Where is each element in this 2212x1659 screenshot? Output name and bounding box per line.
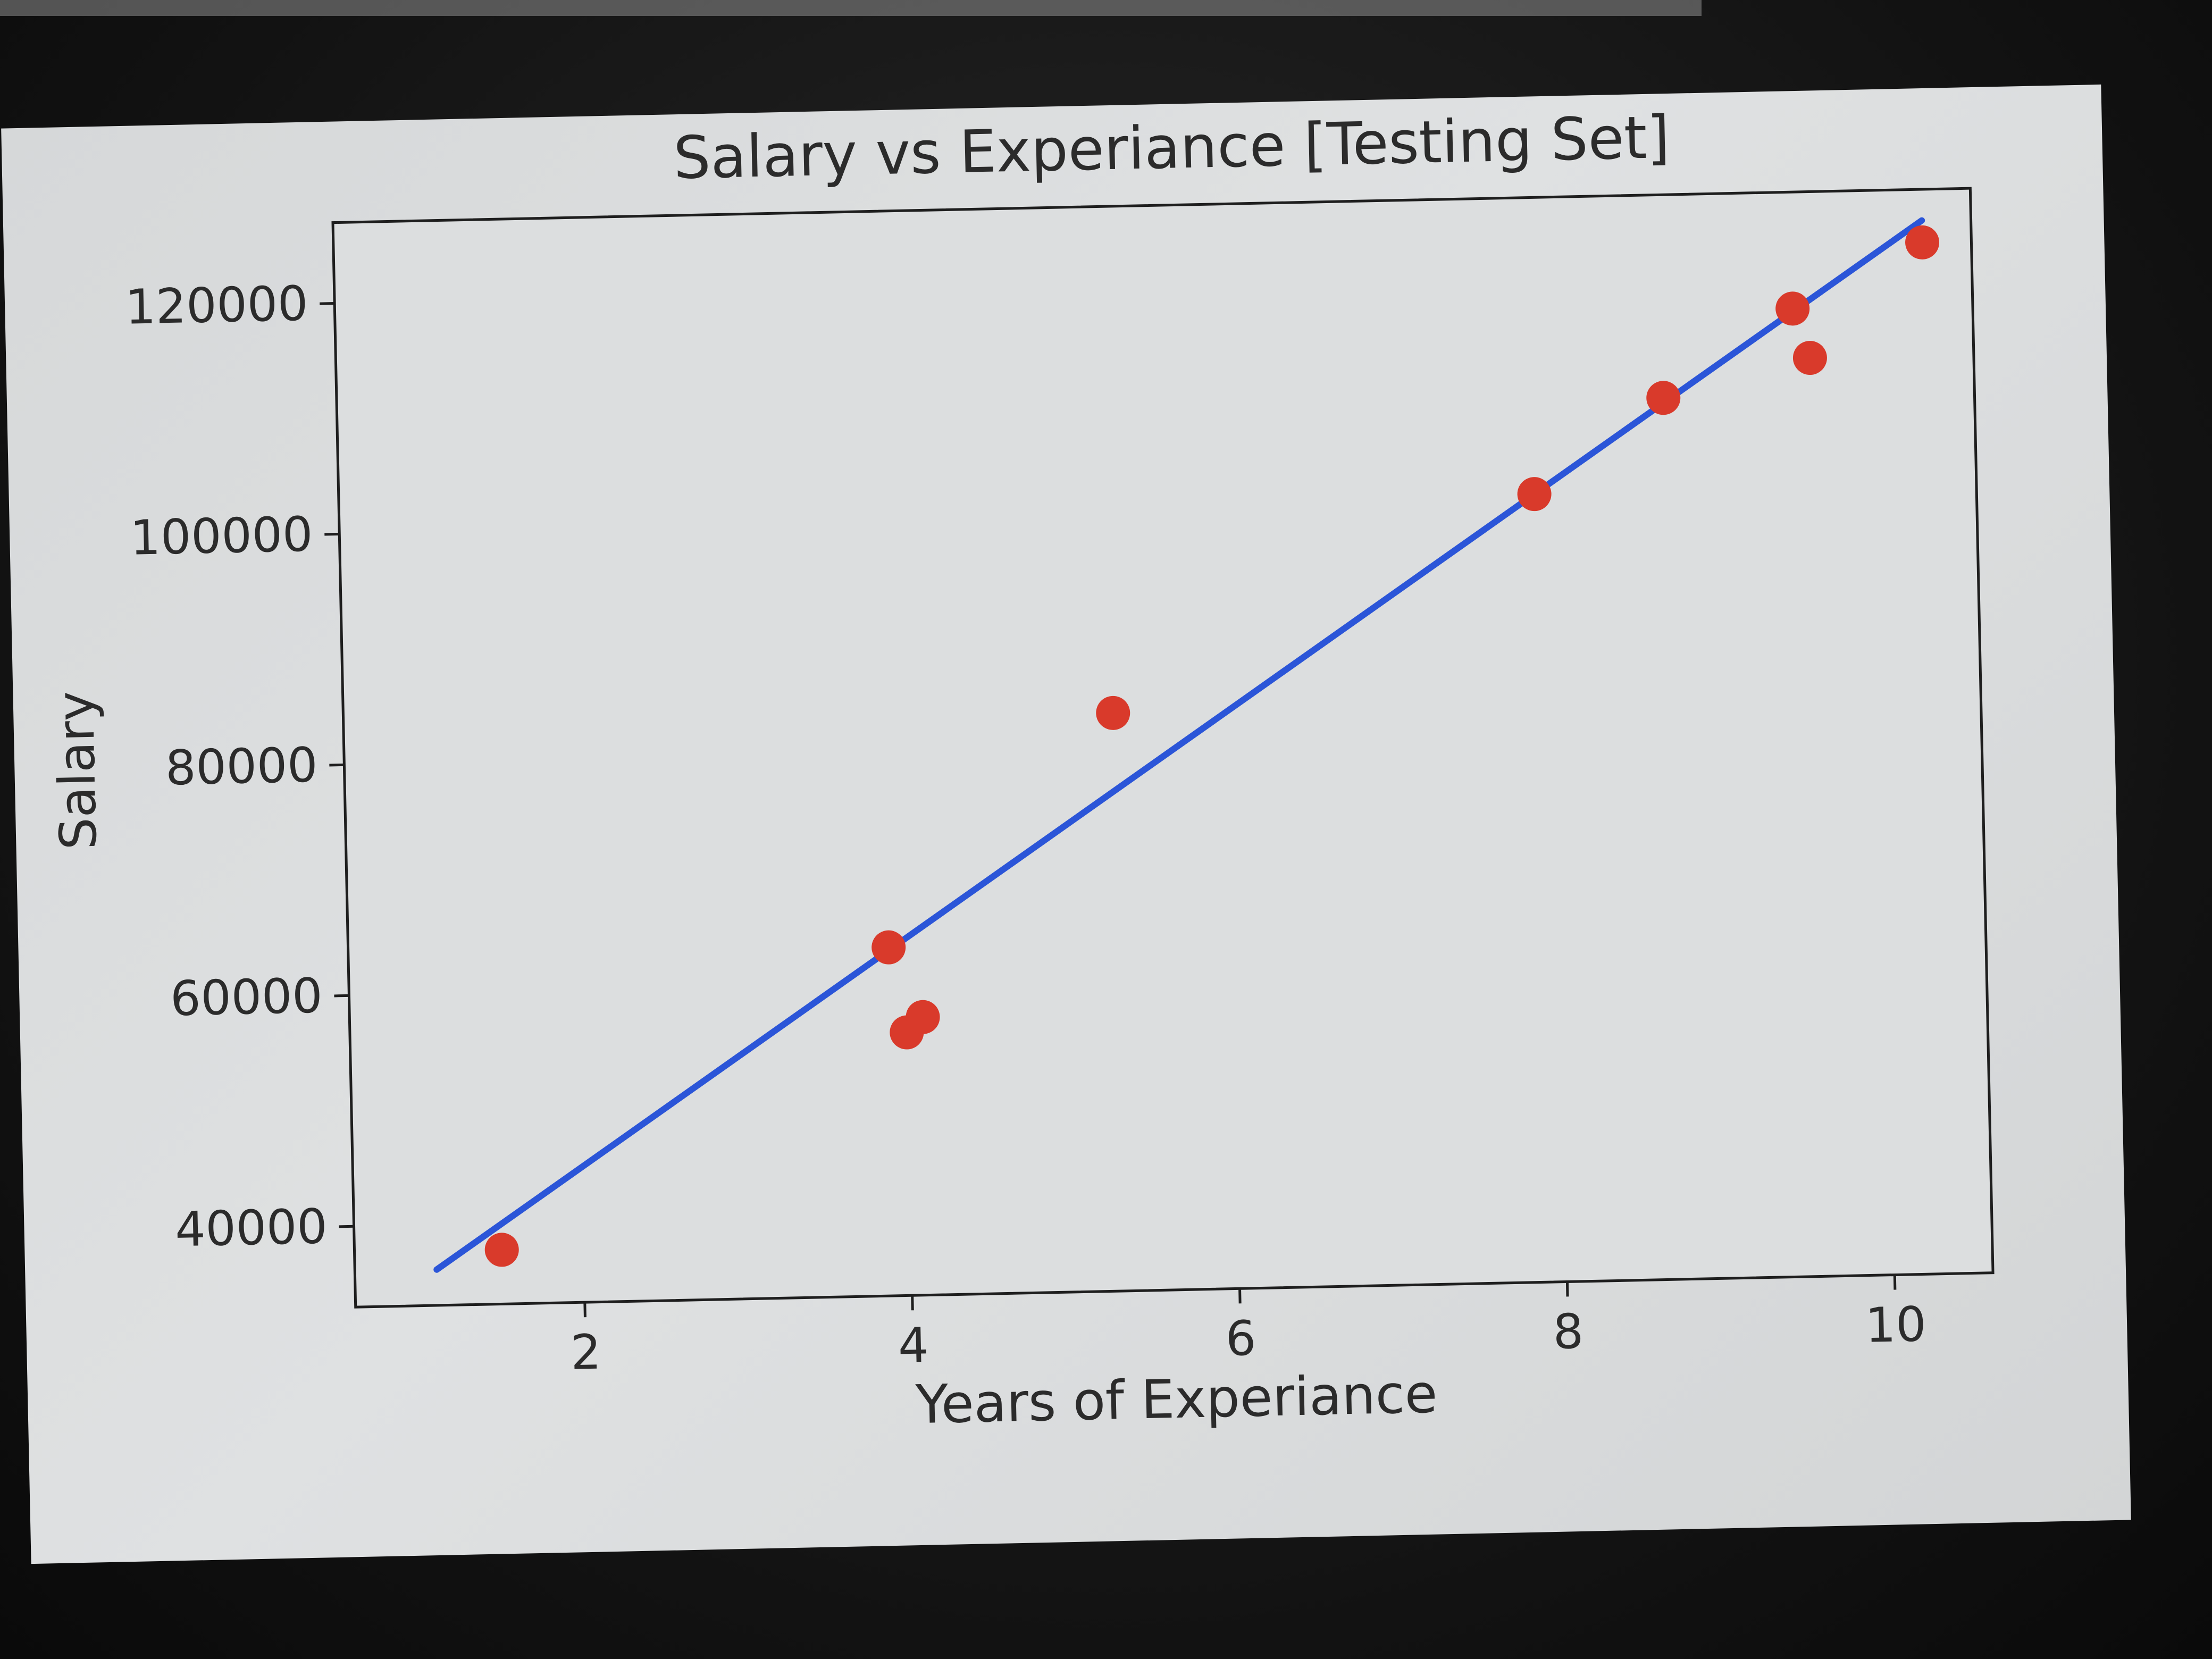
x-tick-mark: [911, 1295, 914, 1311]
data-points-layer: [484, 225, 1940, 1267]
x-tick-mark: [1238, 1288, 1242, 1304]
data-point: [1792, 341, 1827, 375]
x-tick-mark: [1565, 1281, 1569, 1297]
y-tick-label: 100000: [130, 507, 314, 566]
y-axis-label: Salary: [46, 691, 108, 851]
x-tick-label: 2: [570, 1325, 601, 1381]
top-edge-strip: [0, 0, 1702, 16]
y-tick-label: 80000: [165, 737, 318, 796]
data-point: [1096, 696, 1130, 730]
y-tick-label: 120000: [125, 276, 309, 336]
data-point: [906, 1000, 940, 1034]
x-tick-label: 6: [1225, 1311, 1256, 1367]
x-tick-label: 4: [898, 1318, 929, 1374]
y-tick-mark: [339, 1225, 354, 1228]
y-tick-label: 60000: [170, 968, 323, 1027]
data-point: [1905, 225, 1940, 259]
scatter-chart: Salary vs Experiance [Testing Set] 40000…: [46, 103, 1995, 1436]
figure-panel: Salary vs Experiance [Testing Set] 40000…: [1, 84, 2131, 1564]
x-axis-label: Years of Experiance: [915, 1363, 1438, 1436]
plot-area: [331, 187, 1995, 1309]
data-point: [1646, 381, 1681, 415]
y-axis-ticks: 40000 60000 80000 100000 120000: [125, 276, 354, 1258]
x-axis-ticks: 2 4 6 8 10: [570, 1275, 1927, 1381]
x-tick-label: 10: [1865, 1296, 1927, 1353]
data-point: [1517, 477, 1552, 512]
y-tick-mark: [334, 994, 349, 998]
chart-title: Salary vs Experiance [Testing Set]: [673, 103, 1670, 192]
x-tick-label: 8: [1553, 1304, 1584, 1360]
y-tick-label: 40000: [174, 1199, 328, 1258]
data-point: [484, 1233, 519, 1267]
data-point: [1775, 291, 1810, 326]
data-point: [872, 930, 906, 965]
